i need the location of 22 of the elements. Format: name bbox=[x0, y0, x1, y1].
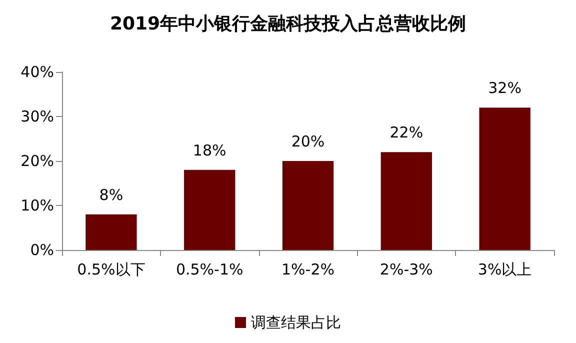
legend-label: 调查结果占比 bbox=[251, 314, 341, 332]
x-tick-label: 0.5%以下 bbox=[77, 260, 146, 278]
x-tick-label: 1%-2% bbox=[281, 260, 335, 278]
x-tick-label: 3%以上 bbox=[478, 260, 532, 278]
chart-title: 2019年中小银行金融科技投入占总营收比例 bbox=[110, 14, 466, 34]
y-tick-label: 20% bbox=[20, 152, 54, 170]
bar bbox=[380, 152, 432, 250]
data-label: 8% bbox=[99, 186, 124, 204]
x-tick-label: 2%-3% bbox=[380, 260, 433, 278]
y-tick-label: 0% bbox=[30, 241, 54, 259]
data-label: 32% bbox=[488, 79, 522, 98]
data-label: 18% bbox=[192, 141, 226, 160]
x-tick-label: 0.5%-1% bbox=[176, 260, 244, 278]
bar bbox=[479, 108, 530, 250]
bar bbox=[282, 161, 334, 250]
data-label: 22% bbox=[390, 124, 424, 142]
y-tick-label: 30% bbox=[20, 108, 54, 126]
data-label: 20% bbox=[291, 132, 325, 150]
y-tick-label: 40% bbox=[20, 63, 54, 81]
bar bbox=[86, 214, 137, 250]
y-tick-label: 10% bbox=[20, 196, 54, 214]
bar bbox=[184, 170, 236, 250]
